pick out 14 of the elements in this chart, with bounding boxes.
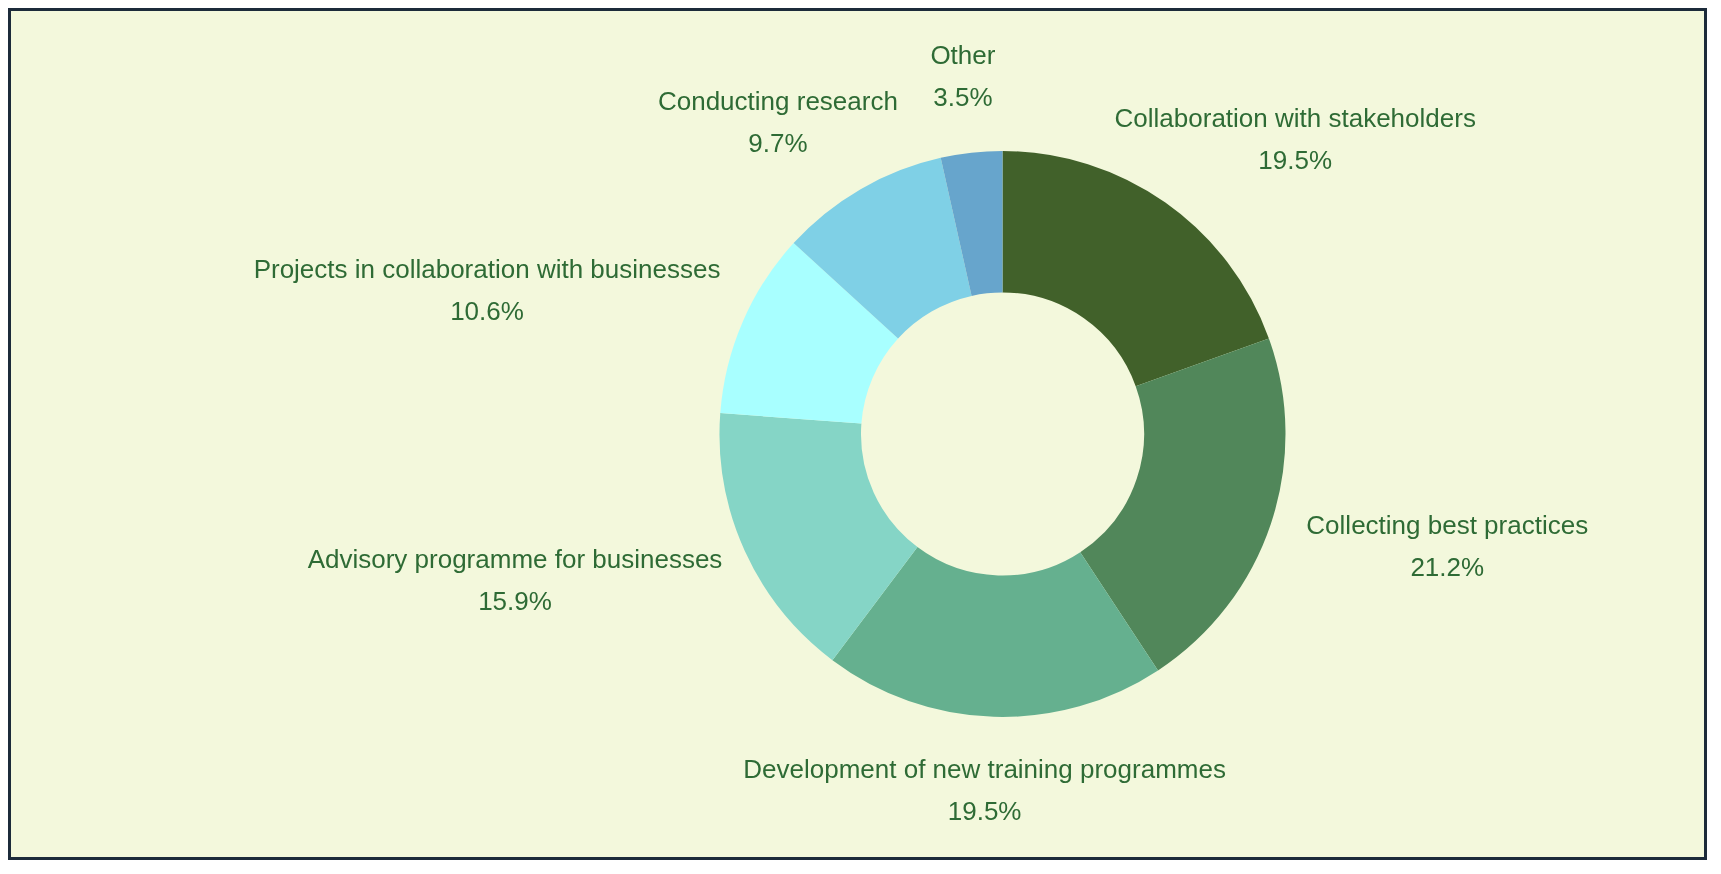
slice-label: Collaboration with stakeholders	[1114, 103, 1476, 134]
data-label: 9.7%	[748, 128, 808, 159]
slice-label: Development of new training programmes	[743, 753, 1226, 784]
data-label: 19.5%	[947, 795, 1022, 826]
data-label: 21.2%	[1410, 551, 1485, 582]
data-label: 19.5%	[1258, 145, 1333, 176]
data-label: 3.5%	[933, 82, 993, 113]
slice-label: Advisory programme for businesses	[307, 544, 723, 575]
data-label: 15.9%	[478, 586, 552, 617]
slice-label: Projects in collaboration with businesses	[253, 254, 721, 285]
slice-label: Conducting research	[657, 86, 898, 117]
slice-label: Collecting best practices	[1306, 509, 1589, 540]
data-label: 10.6%	[450, 296, 524, 327]
slice-label: Other	[930, 40, 996, 71]
